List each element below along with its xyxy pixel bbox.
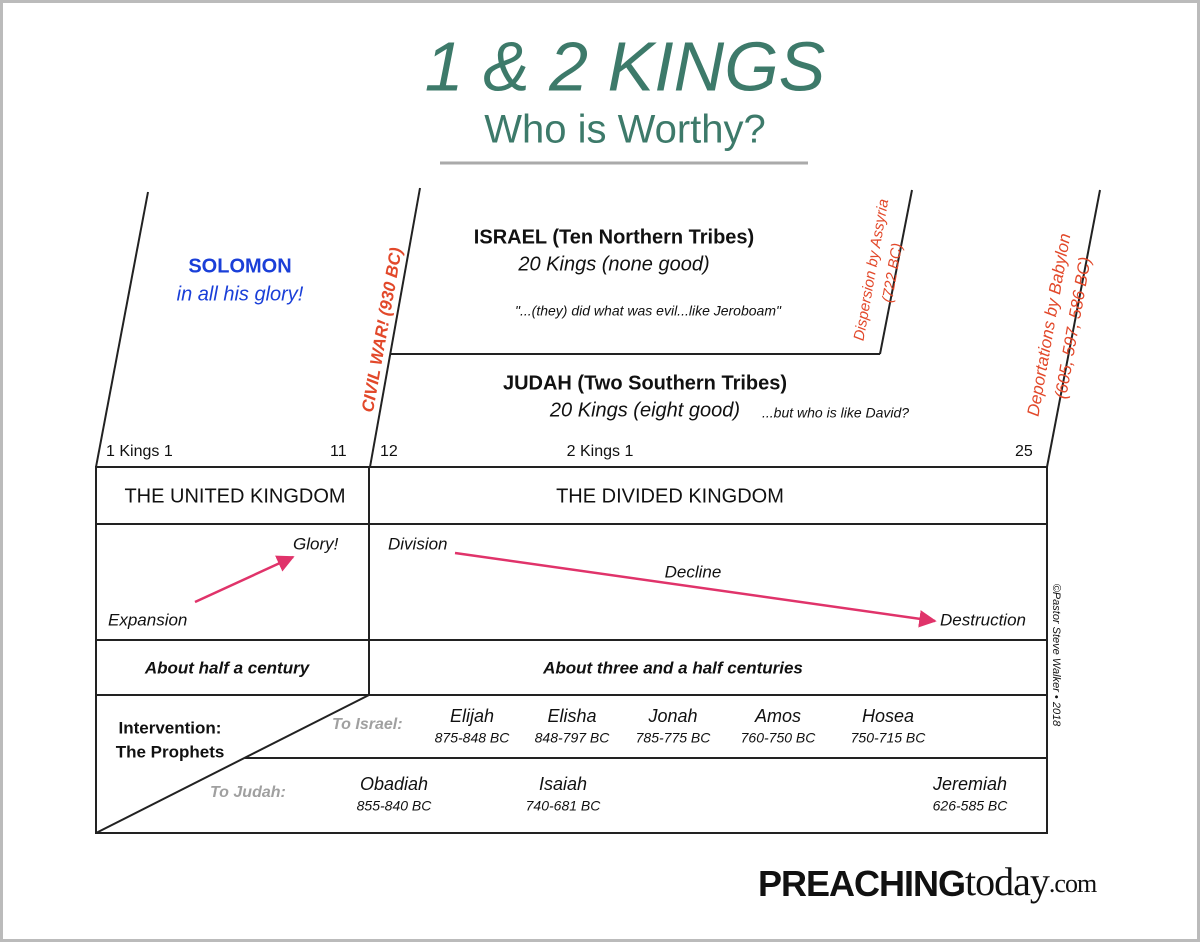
- credit: ©Pastor Steve Walker • 2018: [1050, 584, 1062, 727]
- kingdom: THE UNITED KINGDOM: [124, 485, 345, 507]
- trend-label: Destruction: [940, 610, 1026, 629]
- prophets-label: Intervention:: [119, 718, 222, 737]
- trend-label: Decline: [665, 562, 722, 581]
- israel-quote: "...(they) did what was evil...like Jero…: [515, 303, 782, 319]
- trend-label: Division: [388, 534, 448, 553]
- to-israel: To Israel:: [332, 716, 403, 733]
- civil-war: CIVIL WAR! (930 BC): [358, 246, 406, 414]
- solomon-note: in all his glory!: [177, 283, 304, 305]
- prophet-name: Elisha: [547, 706, 596, 726]
- title: 1 & 2 KINGS: [425, 27, 826, 105]
- prophet-dates: 750-715 BC: [851, 730, 927, 746]
- chapter: 25: [1015, 443, 1033, 460]
- duration: About three and a half centuries: [542, 658, 803, 677]
- subtitle: Who is Worthy?: [484, 108, 766, 152]
- solomon: SOLOMON: [188, 255, 291, 277]
- kingdom: THE DIVIDED KINGDOM: [556, 485, 784, 507]
- to-judah: To Judah:: [210, 784, 286, 801]
- chapter: 1 Kings 1: [106, 443, 173, 460]
- prophet-name: Jonah: [647, 706, 697, 726]
- logo-suffix: .com: [1049, 869, 1097, 898]
- prophet-name: Hosea: [862, 706, 914, 726]
- prophet-dates: 855-840 BC: [357, 798, 433, 814]
- prophets: Elijah 875-848 BC Elisha 848-797 BC Jonah 785…: [357, 706, 1009, 814]
- prophet-name: Isaiah: [539, 774, 587, 794]
- logo-brand: PREACHING: [758, 863, 965, 904]
- logo: PREACHINGtoday.com: [758, 859, 1097, 904]
- prophet-dates: 875-848 BC: [435, 730, 511, 746]
- judah-note: ...but who is like David?: [762, 405, 909, 421]
- prophet-name: Elijah: [450, 706, 494, 726]
- prophet-dates: 848-797 BC: [535, 730, 611, 746]
- chapter: 11: [330, 443, 347, 460]
- logo-brand2: today: [965, 859, 1050, 904]
- chapter: 2 Kings 1: [567, 443, 634, 460]
- israel-kings: 20 Kings (none good): [517, 253, 709, 275]
- judah-title: JUDAH (Two Southern Tribes): [503, 372, 787, 394]
- trend-label: Glory!: [293, 534, 339, 553]
- judah-kings: 20 Kings (eight good): [549, 399, 740, 421]
- prophet-dates: 740-681 BC: [526, 798, 602, 814]
- timeline-lines: [95, 187, 1101, 834]
- israel-title: ISRAEL (Ten Northern Tribes): [474, 226, 754, 248]
- duration: About half a century: [144, 658, 311, 677]
- prophet-name: Obadiah: [360, 774, 428, 794]
- trend-label: Expansion: [108, 610, 187, 629]
- prophet-dates: 626-585 BC: [933, 798, 1009, 814]
- prophets-label: The Prophets: [116, 742, 225, 761]
- prophet-dates: 785-775 BC: [636, 730, 712, 746]
- chapter: 12: [380, 443, 398, 460]
- prophet-name: Jeremiah: [932, 774, 1007, 794]
- prophet-name: Amos: [754, 706, 801, 726]
- prophet-dates: 760-750 BC: [741, 730, 817, 746]
